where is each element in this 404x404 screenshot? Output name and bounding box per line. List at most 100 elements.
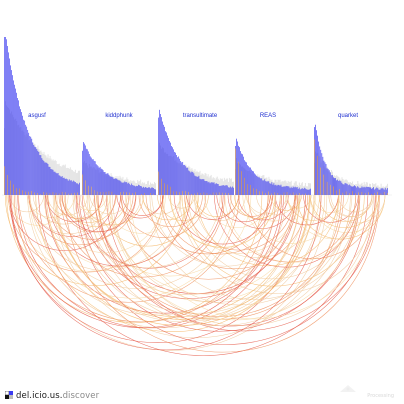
bar-tag [7,45,8,196]
bar-tag [112,177,114,195]
bar-tag [219,185,221,195]
bar-tag [4,37,5,195]
bar-tag [194,175,196,195]
bar-shared [173,191,174,195]
bar-tag [365,186,367,195]
bar-tag [209,183,211,195]
bar-shared [13,184,14,195]
bar-tag [11,70,12,195]
bar-tag [161,117,162,195]
bar-shared [90,186,92,195]
bar-shared [323,174,325,195]
bar-tag [31,138,33,195]
bar-tag [59,175,61,195]
shared-tag-arc [181,194,365,287]
user-label-asgusf[interactable]: asgusf [28,113,46,119]
bar-tag [333,177,334,195]
bar-tag [50,168,52,195]
user-label-quarket[interactable]: quarket [338,113,358,119]
bar-tag [101,169,103,195]
bar-tag [5,37,6,195]
bar-tag [70,180,72,195]
shared-tag-arc [227,194,296,229]
bar-shared [304,193,306,195]
bar-tag [92,159,94,195]
bar-tag [142,187,143,195]
bar-tag [33,145,35,195]
bar-shared [194,193,196,195]
bar-tag [196,176,198,195]
bar-shared [176,191,177,195]
bar-tag [202,178,204,195]
bar-tag [288,186,290,195]
bar-tag [139,185,140,195]
bar-tag [204,180,206,195]
bar-shared [55,192,57,195]
bar-shared [336,190,337,195]
bar-tag [89,156,91,195]
bar-tag [382,188,384,195]
bar-tag [137,186,138,195]
bar-tag [203,179,205,195]
shared-tag-arc [179,194,378,294]
bar-tag [279,185,281,195]
footer-brand[interactable]: del.icio.us.discover [4,390,99,401]
bar-tag [344,182,346,195]
user-histograms [2,37,392,196]
bar-tag [243,156,244,195]
bar-shared [179,192,180,195]
bar-shared [105,191,107,195]
shared-tag-arc [61,194,111,220]
bar-tag [122,182,124,195]
bar-tag [115,178,117,195]
bar-shared [4,166,5,195]
bar-tag [183,164,185,195]
bar-shared [182,191,183,195]
bar-shared [99,191,101,195]
bar-tag [36,149,38,195]
bar-tag [319,146,321,195]
bar-tag [131,183,133,195]
bar-tag [125,182,127,195]
shared-tag-arc [103,194,181,234]
bar-tag [38,151,40,195]
bar-tag [129,184,131,195]
bar-other [77,170,79,195]
bar-tag [362,187,364,195]
bar-shared [67,193,69,195]
user-label-kiddphunk[interactable]: kiddphunk [105,113,133,119]
shared-tag-arc [173,194,273,245]
bar-tag [37,150,39,195]
bar-tag [22,115,23,195]
bar-tag [354,185,355,195]
bar-tag [48,166,50,195]
bar-tag [262,180,264,195]
shared-tag-arc [83,194,144,226]
bar-tag [56,173,58,195]
bar-shared [111,191,113,195]
bar-tag [220,185,222,195]
user-label-reas[interactable]: REAS [260,113,276,119]
bar-tag [64,178,66,195]
bar-tag [207,182,209,195]
bar-tag [372,188,373,195]
bar-tag [186,167,188,195]
bar-tag [206,180,208,195]
bar-tag [280,184,282,195]
bar-shared [188,191,190,195]
bar-tag [65,178,67,195]
bar-tag [357,186,359,195]
bar-shared [76,192,78,195]
shared-tag-arc [256,194,297,216]
bar-tag [46,162,48,195]
bar-tag [10,65,11,196]
bar-tag [176,155,177,195]
shared-tag-arc [309,194,380,228]
bar-shared [212,192,214,195]
bar-tag [322,156,324,195]
bar-tag [232,187,234,195]
bar-tag [245,161,246,195]
user-label-transultimate[interactable]: transultimate [183,113,218,119]
shared-tag-arc [120,194,207,238]
bar-shared [286,191,288,195]
